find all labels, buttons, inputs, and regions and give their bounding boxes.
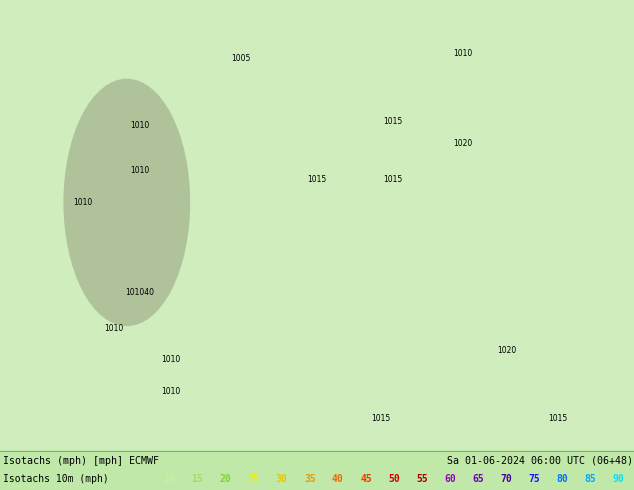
Text: 101040: 101040: [125, 288, 154, 297]
Text: 1010: 1010: [162, 355, 181, 365]
Text: 55: 55: [417, 474, 428, 484]
Text: 85: 85: [585, 474, 597, 484]
Text: 25: 25: [248, 474, 259, 484]
Text: 45: 45: [360, 474, 372, 484]
Text: 1015: 1015: [384, 175, 403, 184]
Text: 1010: 1010: [162, 387, 181, 396]
Text: 1020: 1020: [498, 346, 517, 355]
Text: 50: 50: [388, 474, 400, 484]
Text: 1010: 1010: [130, 122, 149, 130]
Ellipse shape: [63, 79, 190, 326]
Text: Isotachs 10m (mph): Isotachs 10m (mph): [3, 474, 109, 484]
Text: 20: 20: [219, 474, 231, 484]
Text: 80: 80: [557, 474, 569, 484]
Text: 1015: 1015: [384, 117, 403, 126]
Text: 10: 10: [164, 474, 175, 484]
Text: 30: 30: [276, 474, 288, 484]
Text: 40: 40: [332, 474, 344, 484]
Text: 75: 75: [529, 474, 540, 484]
Text: 1015: 1015: [307, 175, 327, 184]
Text: 1015: 1015: [371, 414, 390, 423]
Text: 70: 70: [500, 474, 512, 484]
Text: 1010: 1010: [453, 49, 472, 58]
Text: Isotachs (mph) [mph] ECMWF: Isotachs (mph) [mph] ECMWF: [3, 456, 159, 466]
Text: 1020: 1020: [453, 140, 472, 148]
Text: 1015: 1015: [548, 414, 567, 423]
Text: 35: 35: [304, 474, 316, 484]
Text: Sa 01-06-2024 06:00 UTC (06+48): Sa 01-06-2024 06:00 UTC (06+48): [447, 456, 633, 466]
Text: 65: 65: [472, 474, 484, 484]
Text: 1010: 1010: [73, 198, 92, 207]
Text: 1005: 1005: [231, 54, 250, 63]
Text: 1010: 1010: [105, 324, 124, 333]
Text: 15: 15: [191, 474, 204, 484]
Text: 90: 90: [613, 474, 624, 484]
Text: 60: 60: [444, 474, 456, 484]
Text: 1010: 1010: [130, 167, 149, 175]
